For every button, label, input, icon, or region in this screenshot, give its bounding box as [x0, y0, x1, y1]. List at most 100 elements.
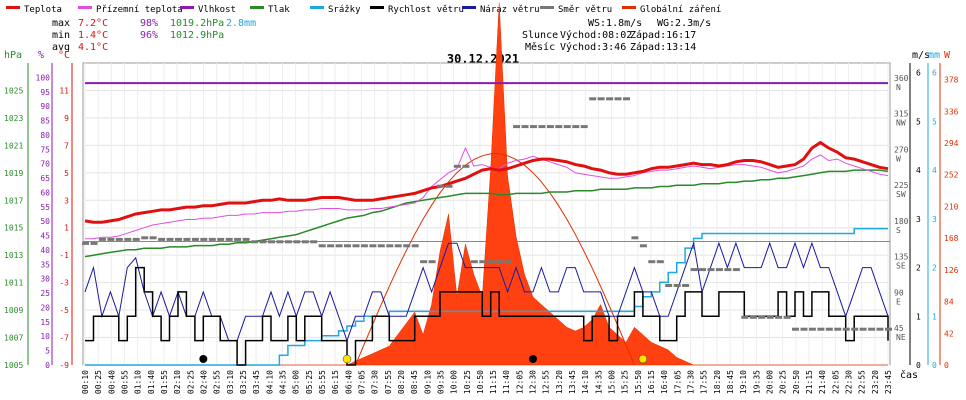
w-tick-0: 0	[944, 361, 949, 370]
wind-dir-marker-14	[200, 237, 208, 241]
info-block: WS:1.8m/s WG:2.3m/s Slunce Východ:08:02 …	[522, 18, 711, 53]
hpa-tick-0: 1005	[4, 361, 23, 370]
wind-dir-marker-70	[673, 284, 681, 287]
wind-dir-marker-29	[327, 244, 335, 248]
wind-dir-marker-52	[521, 125, 529, 129]
w-tick-8: 336	[944, 107, 959, 116]
pct-tick-10: 50	[40, 217, 50, 226]
ms-tick-2: 2	[916, 264, 921, 273]
wind-dir-marker-20	[251, 240, 259, 244]
pct-tick-18: 90	[40, 102, 50, 111]
x-tick-46: 17:30	[687, 370, 696, 394]
dir-label-5: SE	[896, 262, 906, 271]
wind-dir-marker-85	[800, 327, 808, 331]
x-axis-ticks: 00:10 00:25 00:40 00:55 01:10 01:40 01:55 02:10…	[81, 370, 893, 394]
legend-swatch-1	[78, 6, 92, 9]
x-tick-60: 23:20	[871, 370, 880, 394]
degc-tick-6: 3	[64, 196, 69, 205]
wind-dir-marker-37	[394, 244, 402, 248]
w-tick-4: 168	[944, 234, 959, 243]
pct-tick-7: 35	[40, 260, 50, 269]
wind-dir-marker-88	[825, 327, 833, 331]
wind-dir-marker-4	[115, 237, 123, 241]
wind-dir-marker-41	[428, 260, 436, 264]
x-tick-7: 02:10	[173, 370, 182, 394]
x-tick-10: 02:55	[213, 370, 222, 394]
stats-avg-temp: 4.1°C	[78, 42, 108, 53]
degc-tick-9: 9	[64, 114, 69, 123]
wind-dir-marker-50	[504, 260, 512, 264]
stats-avg-label: avg	[52, 42, 70, 53]
stats-block: max 7.2°C 98% 1019.2hPa 2.8mm min 1.4°C …	[52, 18, 256, 53]
x-tick-50: 19:10	[739, 370, 748, 394]
mm-tick-3: 3	[932, 215, 937, 224]
ms-tick-5: 5	[916, 117, 921, 126]
wind-dir-marker-59	[580, 125, 588, 129]
dir-label-0: N	[896, 83, 901, 92]
pct-tick-19: 95	[40, 88, 50, 97]
wind-dir-marker-94	[876, 327, 884, 331]
wind-dir-marker-33	[360, 244, 368, 248]
chart-date-title: 30.12.2021	[447, 52, 519, 66]
x-tick-51: 19:35	[752, 370, 761, 394]
moonrise-marker	[199, 355, 208, 363]
pct-tick-11: 55	[40, 203, 50, 212]
dir-tick-3: 225	[894, 181, 909, 190]
wind-dir-marker-74	[707, 268, 715, 272]
legend-label-1: Přízemní teplota	[96, 5, 183, 15]
x-tick-5: 01:40	[147, 370, 156, 394]
x-tick-34: 12:30	[529, 370, 538, 394]
w-tick-6: 252	[944, 171, 959, 180]
wind-dir-marker-2	[98, 237, 106, 241]
dir-label-4: S	[896, 226, 901, 235]
x-tick-47: 17:55	[700, 370, 709, 394]
wind-dir-marker-21	[259, 240, 267, 244]
series-tlak	[84, 169, 889, 258]
wind-dir-marker-83	[783, 315, 791, 319]
degc-tick-0: -9	[59, 361, 69, 370]
info-mesic-vychod: Východ:3:46	[560, 41, 626, 53]
x-tick-3: 00:55	[120, 370, 129, 394]
dir-label-7: NE	[896, 333, 906, 342]
wind-dir-marker-92	[859, 327, 867, 331]
pct-tick-2: 10	[40, 332, 50, 341]
x-tick-2: 00:40	[107, 370, 116, 394]
info-ws: WS:1.8m/s	[588, 18, 642, 29]
x-tick-48: 18:20	[713, 370, 722, 394]
info-slunce: Slunce	[522, 30, 558, 41]
wind-dir-marker-90	[842, 327, 850, 331]
wind-dir-marker-13	[191, 237, 199, 241]
hpa-tick-1: 1007	[4, 334, 23, 343]
wind-dir-marker-55	[546, 125, 554, 129]
wind-dir-marker-18	[234, 237, 242, 241]
pct-tick-15: 75	[40, 145, 50, 154]
stats-min-label: min	[52, 30, 70, 41]
legend-label-3: Tlak	[268, 5, 290, 15]
pct-tick-6: 30	[40, 275, 50, 284]
wind-dir-marker-24	[284, 240, 292, 244]
w-tick-9: 378	[944, 76, 959, 85]
info-mesic-zapad: Západ:13:14	[630, 41, 696, 53]
degc-tick-8: 7	[64, 141, 69, 150]
pct-tick-0: 0	[45, 361, 50, 370]
dir-tick-0: 360	[894, 74, 909, 83]
legend-swatch-0	[6, 6, 20, 9]
legend-label-2: Vlhkost	[198, 5, 236, 15]
x-tick-11: 03:10	[226, 370, 235, 394]
wind-dir-marker-7	[141, 236, 149, 240]
ms-tick-4: 4	[916, 166, 921, 175]
mm-tick-1: 1	[932, 312, 937, 321]
pct-tick-20: 100	[36, 73, 51, 82]
axis-label-cas: čas	[900, 369, 918, 381]
wind-dir-marker-66	[639, 244, 647, 248]
wind-dir-marker-79	[749, 315, 757, 319]
wind-dir-marker-73	[699, 268, 706, 272]
wind-dir-marker-38	[403, 244, 411, 248]
wind-dir-marker-57	[563, 125, 571, 129]
wind-dir-marker-19	[242, 237, 250, 241]
wind-dir-marker-5	[124, 237, 132, 241]
wind-dir-marker-30	[335, 244, 343, 248]
wind-dir-marker-63	[614, 97, 622, 101]
x-tick-40: 15:00	[608, 370, 617, 394]
x-tick-59: 22:55	[858, 370, 867, 394]
